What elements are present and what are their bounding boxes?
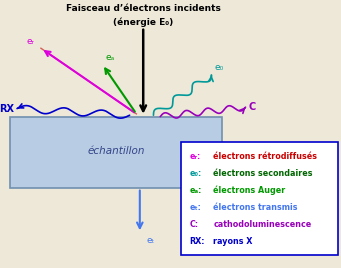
Text: (énergie E₀): (énergie E₀) — [113, 17, 173, 27]
Text: échantillon: échantillon — [87, 146, 145, 157]
Text: eₐ:: eₐ: — [189, 186, 202, 195]
Text: C:: C: — [189, 220, 198, 229]
Text: Faisceau d’électrons incidents: Faisceau d’électrons incidents — [66, 4, 221, 13]
Text: eᵣ: eᵣ — [27, 36, 35, 46]
Text: électrons secondaires: électrons secondaires — [213, 169, 313, 178]
Text: rayons X: rayons X — [213, 237, 252, 246]
Text: eₐ: eₐ — [106, 53, 115, 62]
Text: e₀: e₀ — [215, 63, 224, 72]
Bar — [10, 117, 222, 188]
Bar — [181, 142, 338, 255]
Text: RX: RX — [0, 103, 14, 114]
Text: e₀:: e₀: — [189, 169, 202, 178]
Text: RX:: RX: — [189, 237, 205, 246]
Text: eₜ: eₜ — [147, 236, 155, 245]
Text: électrons rétrodiffusés: électrons rétrodiffusés — [213, 152, 317, 161]
Text: électrons Auger: électrons Auger — [213, 186, 285, 195]
Text: C: C — [249, 102, 256, 112]
Text: électrons transmis: électrons transmis — [213, 203, 298, 212]
Text: eᵣ:: eᵣ: — [189, 152, 201, 161]
Text: cathodoluminescence: cathodoluminescence — [213, 220, 311, 229]
Text: eₜ:: eₜ: — [189, 203, 201, 212]
